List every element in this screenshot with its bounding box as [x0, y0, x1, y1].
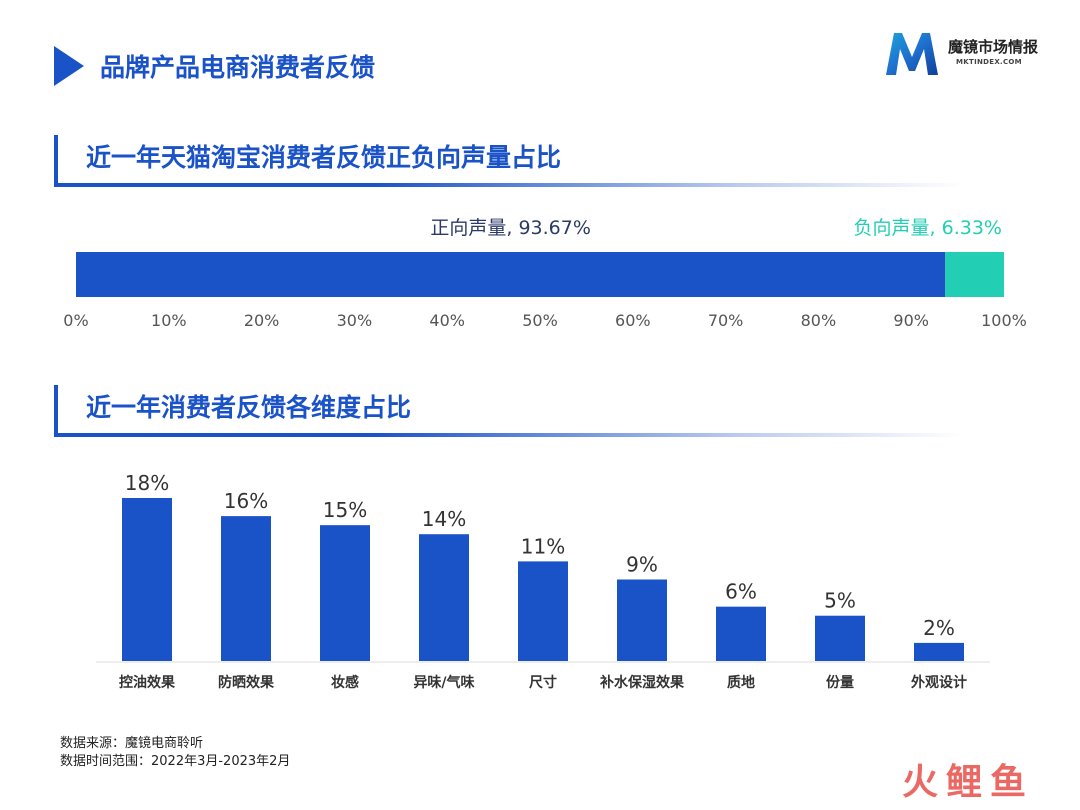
bar [320, 525, 370, 661]
logo-name: 魔镜市场情报 [948, 38, 1039, 56]
stacked-bar-segment [945, 252, 1004, 297]
section1-underline [54, 183, 964, 187]
bar [617, 579, 667, 661]
logo-mark-icon [886, 33, 938, 75]
category-label: 外观设计 [911, 674, 967, 691]
stacked-bar-segment [76, 252, 946, 297]
bar [815, 615, 865, 661]
section2-bar [54, 385, 58, 437]
bar [419, 534, 469, 661]
bar-value-label: 2% [923, 616, 955, 640]
bar [914, 642, 964, 661]
section1-title: 近一年天猫淘宝消费者反馈正负向声量占比 [86, 143, 562, 172]
bar-value-label: 18% [125, 471, 169, 495]
bar [221, 516, 271, 661]
bar [122, 498, 172, 661]
x-tick-label: 80% [801, 311, 837, 330]
x-tick-label: 60% [615, 311, 651, 330]
section2-title: 近一年消费者反馈各维度占比 [86, 393, 412, 422]
stacked-bar-label: 正向声量, 93.67% [430, 217, 591, 239]
x-tick-label: 90% [893, 311, 929, 330]
bar-value-label: 6% [725, 580, 757, 604]
stacked-bar-label: 负向声量, 6.33% [854, 217, 1002, 239]
category-label: 控油效果 [119, 674, 176, 691]
sentiment-stacked-chart: 正向声量, 93.67% 负向声量, 6.33% 0% 10% 20% 30% 40% 50%… [63, 217, 1027, 330]
x-tick-label: 100% [981, 311, 1027, 330]
category-label: 异味/气味 [413, 674, 474, 691]
x-tick-label: 0% [63, 311, 88, 330]
category-label: 防晒效果 [218, 674, 275, 691]
x-tick-label: 50% [522, 311, 558, 330]
dimension-bar-chart: 18% 控油效果 16% 防晒效果 15% 妆感 14% 异味/气味 11% 尺寸 9% 补水保湿效果… [96, 471, 990, 691]
bar-value-label: 9% [626, 553, 658, 577]
x-tick-label: 20% [244, 311, 280, 330]
page-title: 品牌产品电商消费者反馈 [100, 53, 376, 82]
x-tick-label: 10% [151, 311, 187, 330]
category-label: 妆感 [331, 674, 359, 691]
section2-underline [54, 433, 964, 437]
header-triangle-icon [54, 46, 84, 86]
category-label: 尺寸 [529, 674, 557, 691]
section1-bar [54, 135, 58, 187]
x-tick-label: 30% [337, 311, 373, 330]
category-label: 份量 [826, 674, 854, 691]
x-tick-label: 40% [429, 311, 465, 330]
data-source: 数据来源：魔镜电商聆听 [60, 736, 204, 751]
bar [716, 606, 766, 661]
x-tick-label: 70% [708, 311, 744, 330]
category-label: 补水保湿效果 [599, 674, 685, 691]
bar-value-label: 14% [422, 507, 466, 531]
data-period: 数据时间范围：2022年3月-2023年2月 [60, 754, 291, 769]
bar-value-label: 15% [323, 498, 367, 522]
bar-value-label: 5% [824, 589, 856, 613]
watermark-logo: 火鲤鱼 [902, 762, 1034, 802]
bar [518, 561, 568, 661]
bar-value-label: 11% [521, 534, 565, 558]
bar-value-label: 16% [224, 489, 268, 513]
category-label: 质地 [727, 674, 755, 691]
logo-domain: MKTINDEX.COM [956, 58, 1022, 66]
svg-text:火鲤鱼: 火鲤鱼 [902, 762, 1034, 802]
